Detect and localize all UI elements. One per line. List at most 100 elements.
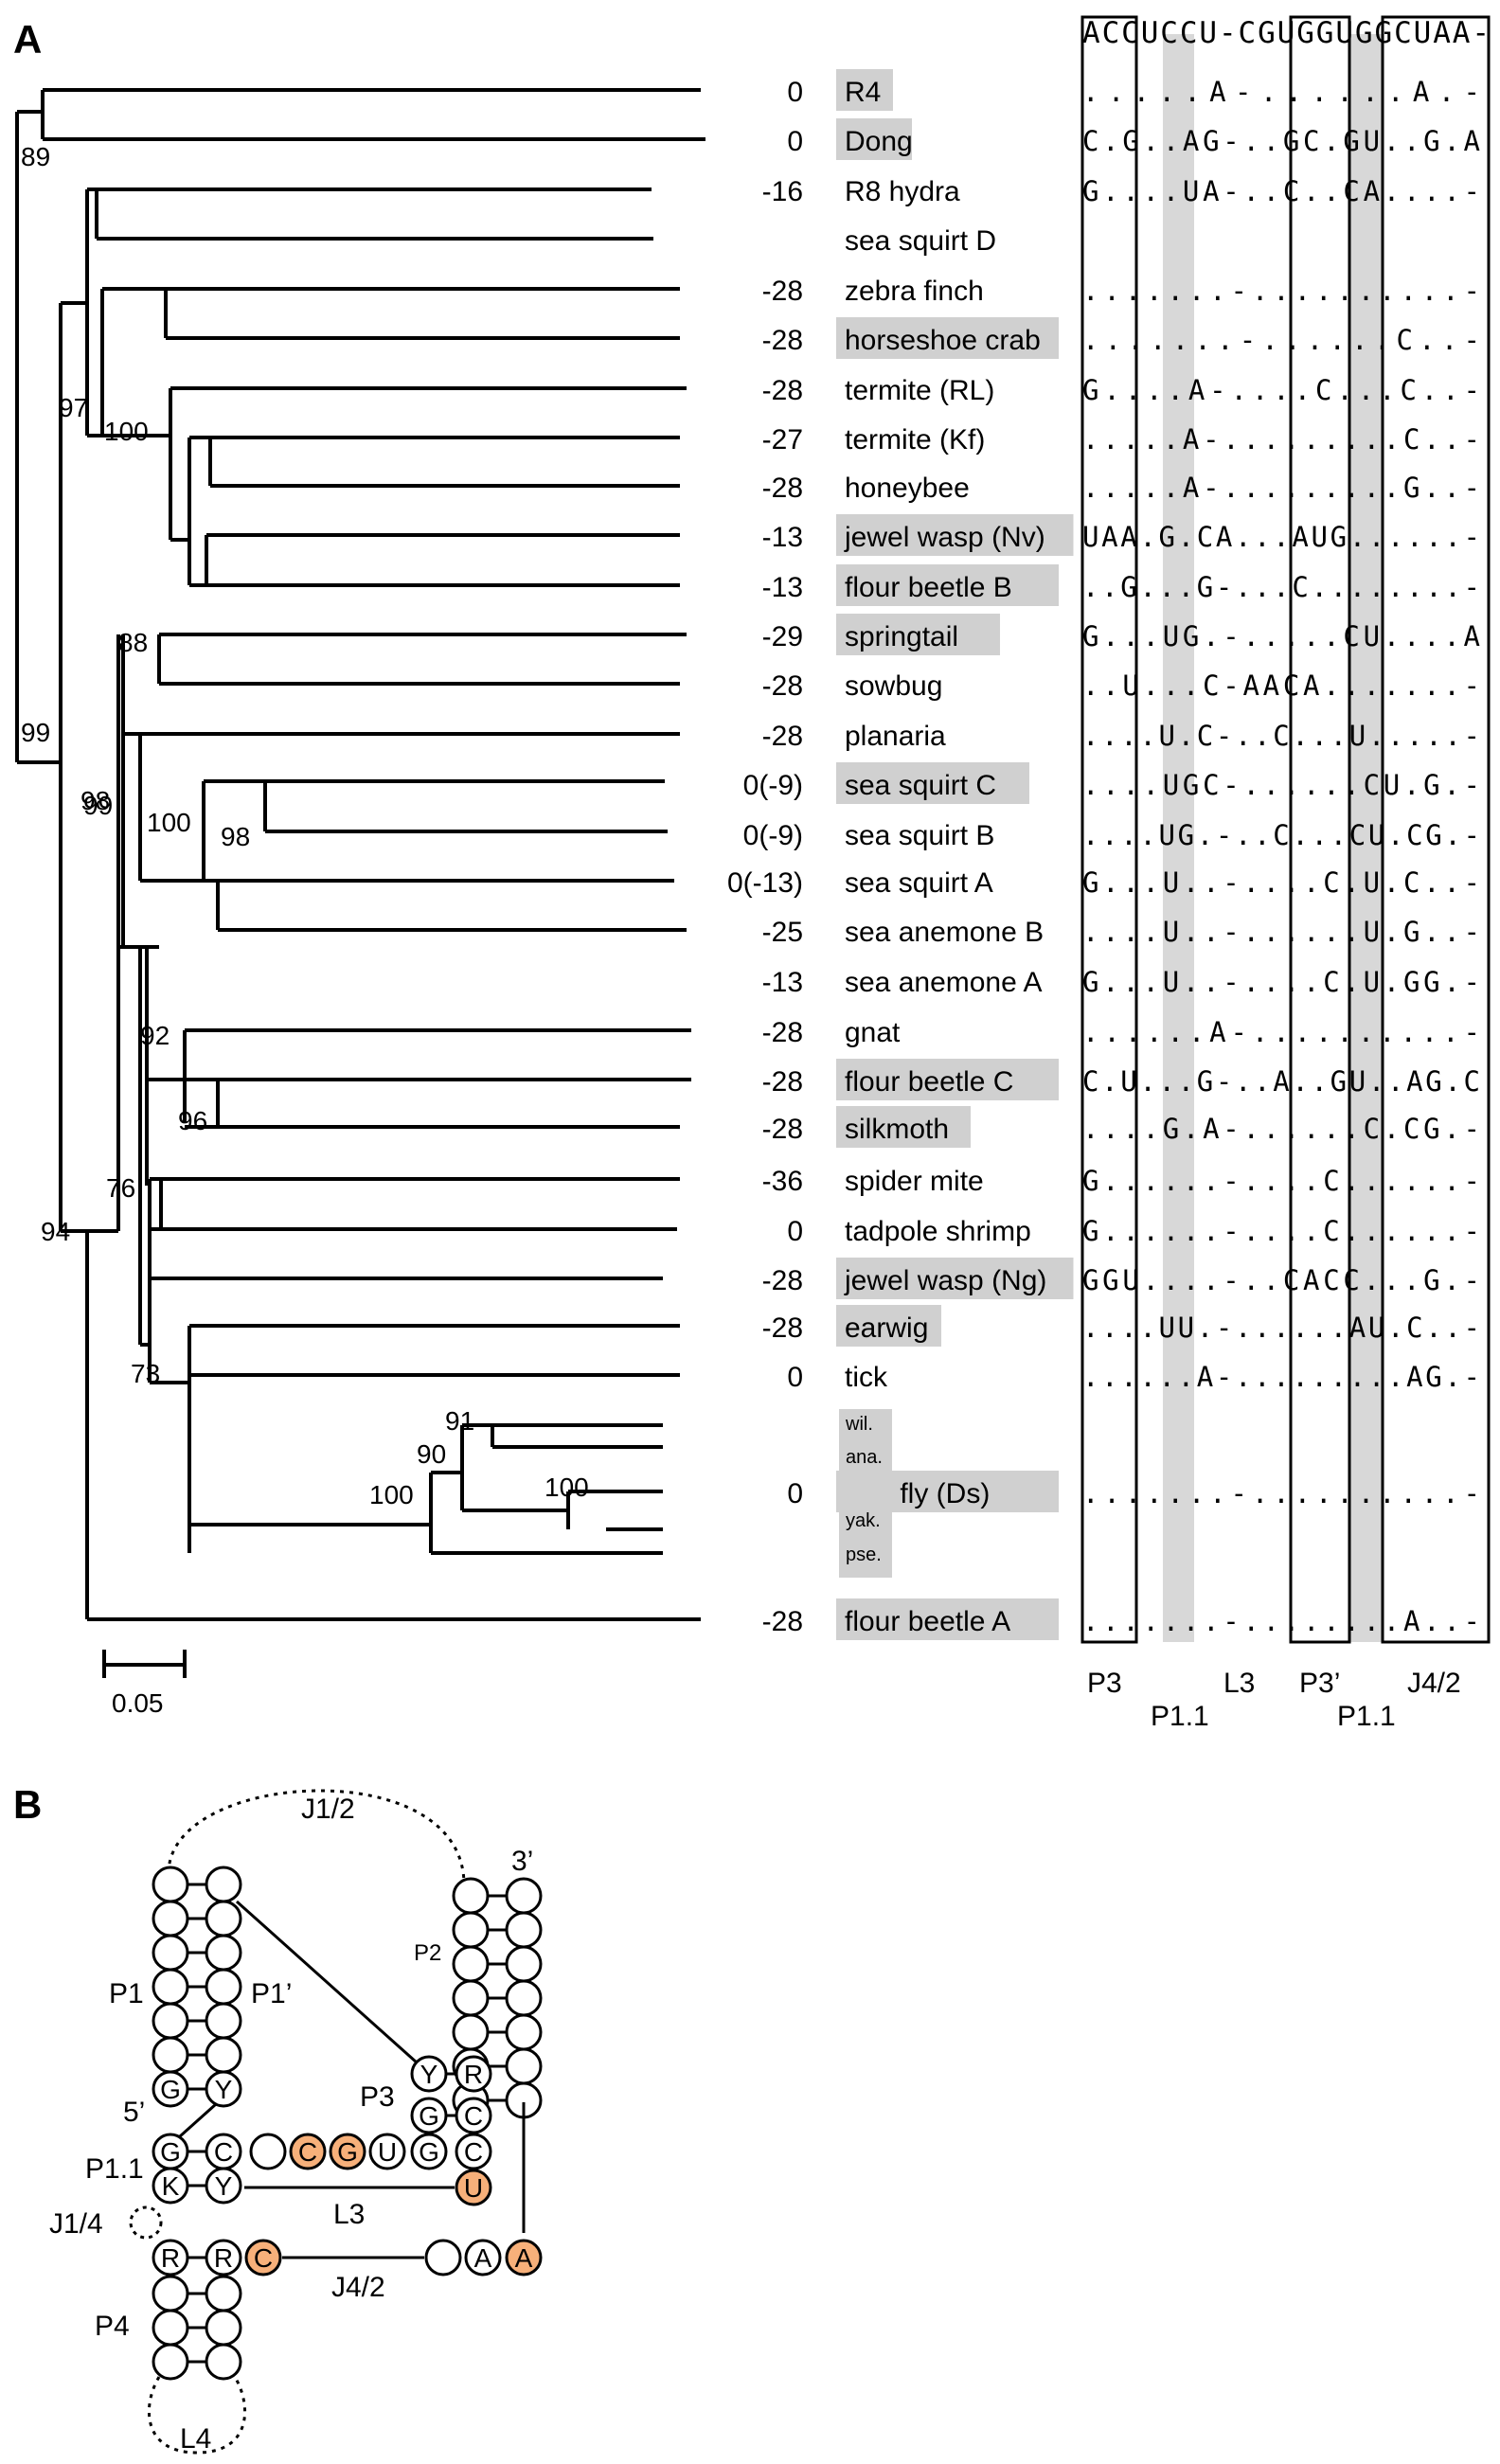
label-5prime: 5’ [123,2097,145,2128]
taxon-score: -28 [762,1017,803,1048]
alignment-row: .....A-......A.- [1082,76,1480,108]
nucleotide-letter: R [464,2060,483,2089]
nucleotide-circle [505,2047,543,2085]
alignment-row: .......-........A..- [1082,1605,1480,1637]
nucleotide-circle [152,1934,189,1972]
p11-shade-right [1349,34,1383,1642]
nucleotide-circle [205,2343,242,2381]
taxon-name: springtail [845,621,958,652]
l4-loop [147,2376,247,2455]
region-label-p11a: P1.1 [1151,1701,1209,1732]
label-p2: P2 [414,1940,441,1966]
alignment-region-box [1080,15,1138,1644]
taxon-name: spider mite [845,1166,984,1197]
taxa-list: 0 R4 0 Dong -16 R8 hydra sea squirt D -28 zebra … [727,69,1074,1640]
taxon-name: sea anemone B [845,917,1044,948]
nucleotide-a_hl [505,2239,543,2277]
fly-subspecies-box [839,1409,892,1578]
nucleotide-circle [505,2013,543,2051]
alignment-row: ....U..-......U.G..- [1082,916,1480,948]
taxon-name: sowbug [845,670,942,702]
taxon-score: -28 [762,1265,803,1296]
bootstrap-value: 73 [131,1359,160,1388]
bootstrap-value: 99 [21,718,50,747]
region-label-p3p: P3’ [1299,1668,1340,1699]
taxon-name: jewel wasp (Nv) [844,522,1045,553]
p1prime-p3-linker [235,1900,419,2064]
panel-b-label: B [13,1782,42,1827]
taxon-name: R8 hydra [845,176,960,207]
bootstrap-value: 88 [118,628,148,657]
alignment-row: C.G..AG-..GC.GU..G.A [1082,125,1480,157]
nucleotide-circle [205,2002,242,2040]
label-3prime: 3’ [511,1846,533,1877]
nucleotide-l_c1 [289,2133,327,2170]
nucleotide-letter: G [337,2137,358,2167]
taxon-name: sea squirt C [845,770,996,801]
alignment-row: ....UGC-......CU.G.- [1082,769,1480,801]
taxon-score: 0(-9) [743,820,803,851]
alignment-row: ......A-..........- [1082,1016,1480,1048]
nucleotide-circle [505,1877,543,1915]
nucleotide-empty [249,2133,287,2170]
alignment-row: G....UA-..C..CA....- [1082,175,1480,207]
fly-subspecies: ana. [846,1447,883,1468]
nucleotide-circle [505,1979,543,2017]
taxon-score: -28 [762,325,803,356]
bootstrap-value: 92 [140,1021,170,1050]
nucleotide-circle [505,1945,543,1983]
nucleotide-letter: A [474,2243,492,2273]
nucleotide-circle [152,2275,189,2312]
nucleotide-u_hl [455,2169,492,2206]
nucleotide-l_g [329,2133,366,2170]
nucleotide-letter: C [298,2137,317,2167]
taxon-highlight [836,1258,1074,1299]
taxon-highlight [836,1598,1059,1640]
j14-loop [129,2205,163,2240]
label-j12: J1/2 [301,1794,355,1825]
nucleotide-letter: G [419,2101,439,2131]
alignment-row: .......-..........- [1082,1477,1480,1509]
alignment-row: C.U...G-..A..GU..AG.C [1082,1065,1480,1098]
alignment-row: G......-....C......- [1082,1165,1480,1197]
taxon-highlight [836,1305,941,1347]
nucleotide-circle [452,1911,490,1949]
nucleotide-circle [205,2309,242,2347]
label-l4: L4 [180,2423,211,2455]
taxon-score: -16 [762,176,803,207]
taxon-name: flour beetle C [845,1066,1013,1098]
taxon-score: -28 [762,276,803,307]
label-l3: L3 [333,2199,365,2230]
taxon-name: Dong [845,126,913,157]
alignment-row: ....UG.-..C...CU.CG.- [1082,819,1480,851]
nucleotide-circle [152,2036,189,2074]
alignment-row: ....U.C-..C...U.....- [1082,720,1480,752]
taxon-name: honeybee [845,473,970,504]
taxon-score: 0(-13) [727,867,803,899]
taxon-name: flour beetle B [845,572,1012,603]
taxon-score: -13 [762,522,803,553]
nucleotide-circle [205,2275,242,2312]
taxon-score: -13 [762,572,803,603]
alignment-row: ....G.A-......C.CG.- [1082,1113,1480,1145]
bootstrap-value: 76 [106,1173,135,1203]
p11-shade-left [1163,34,1194,1642]
nucleotide-circle [205,1968,242,2006]
nucleotide-circle [452,1945,490,1983]
taxon-highlight [836,614,1000,655]
label-p3: P3 [360,2081,395,2113]
taxon-score: -28 [762,1066,803,1098]
nucleotide-circle [452,1979,490,2017]
label-p1prime: P1’ [251,1978,292,2009]
taxon-name: termite (RL) [845,375,994,406]
taxon-score: -28 [762,375,803,406]
bootstrap-value: 98 [80,786,110,815]
label-j42: J4/2 [331,2272,385,2303]
nucleotide-circle [205,1866,242,1903]
nucleotide-circle [152,2309,189,2347]
taxon-name: tick [845,1362,888,1393]
taxon-name: sea squirt D [845,225,996,257]
taxon-score: -27 [762,424,803,455]
